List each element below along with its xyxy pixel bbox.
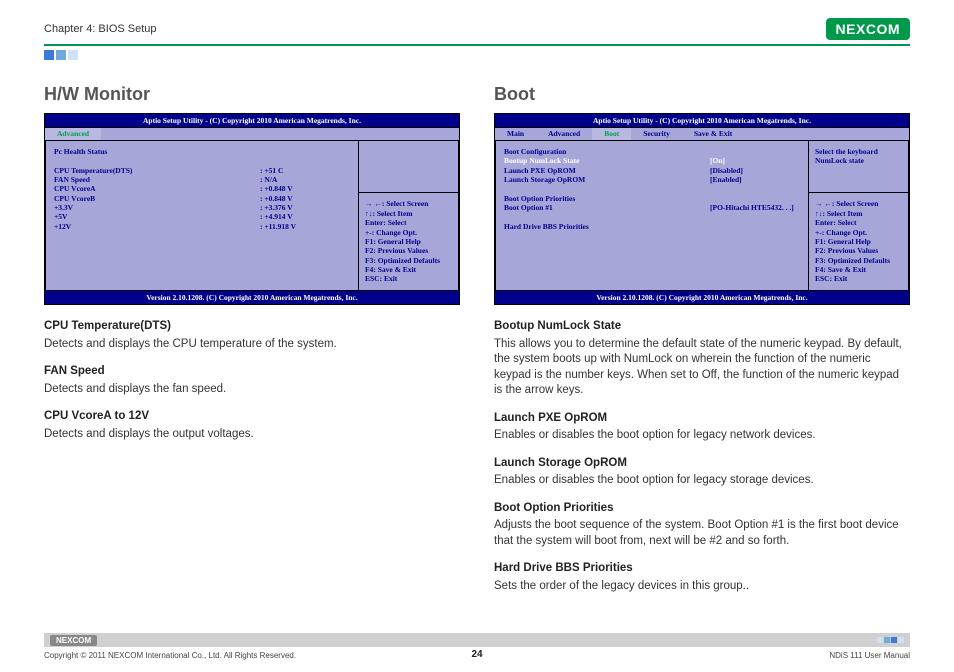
- bios-help-line: Enter: Select: [815, 218, 902, 227]
- page-footer: NEXCOM Copyright © 2011 NEXCOM Internati…: [44, 633, 910, 660]
- bios-help-keys: → ←: Select Screen↑↓: Select ItemEnter: …: [359, 193, 459, 290]
- bios-field-row[interactable]: Bootup NumLock State[On]: [504, 156, 800, 165]
- desc-heading: Bootup NumLock State: [494, 319, 910, 335]
- bios-field-row[interactable]: Launch PXE OpROM[Disabled]: [504, 166, 800, 175]
- bios-help-line: F2: Previous Values: [365, 246, 452, 255]
- bios-field-row: +12V: +11.918 V: [54, 222, 350, 231]
- bios-tabs: MainAdvancedBootSecuritySave & Exit: [495, 127, 909, 140]
- bios-section-header: Boot Option Priorities: [504, 194, 800, 203]
- chapter-label: Chapter 4: BIOS Setup: [44, 23, 157, 35]
- boot-title: Boot: [494, 84, 910, 105]
- desc-heading: Boot Option Priorities: [494, 501, 910, 517]
- desc-heading: Launch Storage OpROM: [494, 456, 910, 472]
- decoration-squares: [44, 50, 910, 60]
- desc-heading: FAN Speed: [44, 364, 460, 380]
- desc-text: Detects and displays the CPU temperature…: [44, 337, 460, 353]
- bios-footer: Version 2.10.1208. (C) Copyright 2010 Am…: [495, 291, 909, 304]
- bios-field-row: CPU VcoreA: +0.848 V: [54, 184, 350, 193]
- bios-help-line: ESC: Exit: [815, 274, 902, 283]
- desc-heading: CPU Temperature(DTS): [44, 319, 460, 335]
- bios-help-line: F1: General Help: [815, 237, 902, 246]
- bios-help-line: ↑↓: Select Item: [365, 209, 452, 218]
- bios-help-line: → ←: Select Screen: [815, 199, 902, 208]
- bios-field-row: FAN Speed: N/A: [54, 175, 350, 184]
- bios-help-line: ↑↓: Select Item: [815, 209, 902, 218]
- desc-text: Sets the order of the legacy devices in …: [494, 579, 910, 595]
- bios-boot: Aptio Setup Utility - (C) Copyright 2010…: [494, 113, 910, 305]
- bios-help-line: F1: General Help: [365, 237, 452, 246]
- desc-text: Detects and displays the fan speed.: [44, 382, 460, 398]
- bios-main-panel: Pc Health Status CPU Temperature(DTS): +5…: [45, 141, 359, 291]
- bios-field-row: +3.3V: +3.376 V: [54, 203, 350, 212]
- bios-tab[interactable]: Main: [495, 128, 536, 139]
- desc-heading: Hard Drive BBS Priorities: [494, 561, 910, 577]
- bios-help-line: → ←: Select Screen: [365, 199, 452, 208]
- bios-help-panel: → ←: Select Screen↑↓: Select ItemEnter: …: [359, 141, 459, 291]
- top-bar: Chapter 4: BIOS Setup NEXCOM: [44, 18, 910, 46]
- desc-text: Enables or disables the boot option for …: [494, 428, 910, 444]
- bios-field-row[interactable]: Boot Option #1[PO-Hitachi HTE5432. . .]: [504, 203, 800, 212]
- bios-field-row: CPU Temperature(DTS): +51 C: [54, 166, 350, 175]
- bios-help-line: F3: Optimized Defaults: [365, 256, 452, 265]
- bios-help-line: Enter: Select: [365, 218, 452, 227]
- desc-text: Enables or disables the boot option for …: [494, 473, 910, 489]
- bios-field-row: +5V: +4.914 V: [54, 212, 350, 221]
- desc-text: Adjusts the boot sequence of the system.…: [494, 518, 910, 549]
- bios-help-line: +-: Change Opt.: [365, 228, 452, 237]
- bios-tab[interactable]: Advanced: [536, 128, 592, 139]
- brand-logo: NEXCOM: [826, 18, 910, 40]
- bios-tab[interactable]: Boot: [592, 128, 631, 139]
- desc-text: Detects and displays the output voltages…: [44, 427, 460, 443]
- copyright: Copyright © 2011 NEXCOM International Co…: [44, 651, 296, 660]
- bios-hw-monitor: Aptio Setup Utility - (C) Copyright 2010…: [44, 113, 460, 305]
- bios-help-top: [359, 141, 459, 194]
- bios-field-row[interactable]: Hard Drive BBS Priorities: [504, 222, 800, 231]
- bios-tabs: Advanced: [45, 127, 459, 140]
- bios-help-line: ESC: Exit: [365, 274, 452, 283]
- bios-help-line: F4: Save & Exit: [815, 265, 902, 274]
- desc-heading: Launch PXE OpROM: [494, 411, 910, 427]
- bios-help-top: Select the keyboard NumLock state: [809, 141, 909, 194]
- bios-section-header: Pc Health Status: [54, 147, 350, 156]
- footer-logo: NEXCOM: [50, 635, 97, 646]
- bios-tab[interactable]: Security: [631, 128, 682, 139]
- bios-main-panel: Boot ConfigurationBootup NumLock State[O…: [495, 141, 809, 291]
- bios-help-panel: Select the keyboard NumLock state → ←: S…: [809, 141, 909, 291]
- hw-monitor-title: H/W Monitor: [44, 84, 460, 105]
- hw-descriptions: CPU Temperature(DTS) Detects and displays…: [44, 319, 460, 442]
- bios-help-line: F2: Previous Values: [815, 246, 902, 255]
- manual-name: NDiS 111 User Manual: [829, 651, 910, 660]
- bios-help-line: F3: Optimized Defaults: [815, 256, 902, 265]
- left-column: H/W Monitor Aptio Setup Utility - (C) Co…: [44, 84, 460, 594]
- bios-help-line: F4: Save & Exit: [365, 265, 452, 274]
- desc-text: This allows you to determine the default…: [494, 337, 910, 399]
- bios-field-row: CPU VcoreB: +0.848 V: [54, 194, 350, 203]
- bios-section-header: Boot Configuration: [504, 147, 800, 156]
- boot-descriptions: Bootup NumLock State This allows you to d…: [494, 319, 910, 594]
- right-column: Boot Aptio Setup Utility - (C) Copyright…: [494, 84, 910, 594]
- page-number: 24: [471, 649, 482, 660]
- bios-header: Aptio Setup Utility - (C) Copyright 2010…: [45, 114, 459, 127]
- desc-heading: CPU VcoreA to 12V: [44, 409, 460, 425]
- bios-tab[interactable]: Advanced: [45, 128, 101, 139]
- footer-squares: [877, 637, 897, 643]
- bios-tab[interactable]: Save & Exit: [682, 128, 744, 139]
- bios-footer: Version 2.10.1208. (C) Copyright 2010 Am…: [45, 291, 459, 304]
- bios-field-row[interactable]: Launch Storage OpROM[Enabled]: [504, 175, 800, 184]
- bios-help-line: +-: Change Opt.: [815, 228, 902, 237]
- bios-help-keys: → ←: Select Screen↑↓: Select ItemEnter: …: [809, 193, 909, 290]
- bios-header: Aptio Setup Utility - (C) Copyright 2010…: [495, 114, 909, 127]
